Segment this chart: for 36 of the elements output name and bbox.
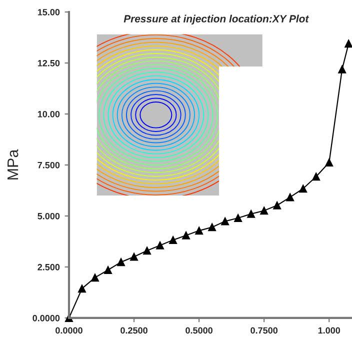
point — [169, 236, 178, 244]
point — [221, 217, 230, 226]
point — [91, 274, 99, 282]
y-tick-label: 5.000 — [38, 212, 60, 220]
point — [299, 184, 308, 193]
point — [325, 158, 334, 167]
point — [195, 226, 204, 235]
x-tick-label: 0.2500 — [120, 327, 148, 334]
x-tick-label: 0.7500 — [250, 327, 278, 334]
point — [312, 172, 320, 181]
x-tick-label: 0.0000 — [56, 327, 82, 334]
y-axis-title: MPa — [8, 149, 18, 180]
y-tick-label: 10.00 — [38, 110, 60, 118]
point — [260, 206, 268, 215]
point — [130, 252, 138, 261]
point — [344, 40, 352, 48]
y-tick-label: 0.0000 — [32, 314, 60, 322]
point — [208, 223, 216, 232]
x-tick-label: 1.000 — [318, 327, 340, 334]
y-tick-label: 12.50 — [38, 60, 60, 66]
point — [234, 214, 242, 222]
point — [143, 246, 152, 255]
point — [273, 201, 282, 210]
point — [104, 266, 112, 274]
x-tick-label: 0.5000 — [186, 327, 212, 334]
point — [182, 231, 190, 240]
y-tick-label: 15.00 — [38, 8, 60, 16]
point — [247, 210, 256, 218]
point — [78, 284, 86, 293]
chart-title: Pressure at injection location:XY Plot — [124, 14, 310, 24]
point — [338, 65, 346, 74]
point — [156, 241, 164, 250]
point — [286, 193, 294, 202]
y-tick-label: 7.500 — [38, 162, 60, 168]
point — [117, 258, 126, 266]
y-tick-label: 2.500 — [38, 264, 60, 270]
